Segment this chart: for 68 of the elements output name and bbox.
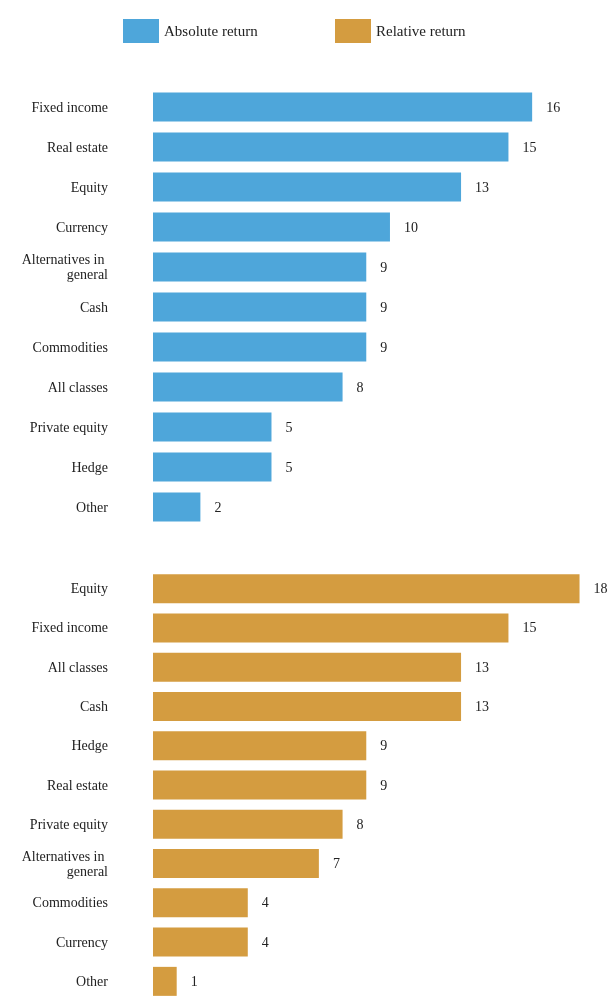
data-label: 1 — [190, 973, 198, 989]
data-label: 4 — [261, 895, 269, 911]
bar — [153, 492, 201, 522]
data-label: 5 — [285, 419, 293, 435]
data-label: 9 — [380, 299, 388, 315]
bar — [153, 927, 248, 957]
y-tick-label: Fixed income — [31, 620, 108, 636]
y-tick-label: Private equity — [29, 816, 108, 832]
bar — [153, 92, 533, 122]
y-tick-label: Other — [76, 499, 109, 515]
bar — [153, 132, 509, 162]
y-tick-label: Equity — [70, 581, 108, 597]
bar — [153, 652, 462, 682]
y-tick-label: Real estate — [46, 777, 108, 793]
data-label: 9 — [380, 777, 388, 793]
data-label: 7 — [332, 856, 340, 872]
bar — [153, 212, 390, 242]
y-tick-label: Currency — [55, 219, 108, 235]
y-tick-label: Private equity — [29, 419, 108, 435]
y-tick-label: Commodities — [32, 339, 108, 355]
y-tick-label: Cash — [80, 299, 108, 315]
bar — [153, 849, 319, 879]
bar — [153, 966, 177, 996]
y-tick-label: All classes — [47, 659, 108, 675]
legend-label: Absolute return — [164, 23, 259, 39]
bar — [153, 770, 367, 800]
legend-label: Relative return — [376, 23, 467, 39]
data-label: 9 — [380, 738, 388, 754]
data-label: 13 — [475, 659, 490, 675]
data-label: 15 — [522, 620, 537, 636]
y-tick-label: Hedge — [71, 738, 108, 754]
data-label: 13 — [475, 698, 490, 714]
y-tick-label: Currency — [55, 934, 108, 950]
bar — [153, 372, 343, 402]
data-label: 15 — [522, 139, 537, 155]
bar — [153, 412, 272, 442]
bar — [153, 332, 367, 362]
bar — [153, 252, 367, 282]
y-tick-label: Commodities — [32, 895, 108, 911]
bar — [153, 452, 272, 482]
data-label: 18 — [593, 581, 608, 597]
y-tick-label: Fixed income — [31, 99, 108, 115]
data-label: 9 — [380, 259, 388, 275]
bar — [153, 809, 343, 839]
bar — [153, 731, 367, 761]
y-tick-label: All classes — [47, 379, 108, 395]
bar — [153, 888, 248, 918]
bar — [153, 292, 367, 322]
y-tick-label: Hedge — [71, 459, 108, 475]
data-label: 8 — [356, 816, 364, 832]
data-label: 8 — [356, 379, 364, 395]
data-label: 2 — [214, 499, 222, 515]
y-tick-label: Real estate — [46, 139, 108, 155]
data-label: 13 — [475, 179, 490, 195]
bar — [153, 691, 462, 721]
y-tick-label: Alternatives in general — [21, 252, 109, 282]
data-label: 4 — [261, 934, 269, 950]
y-tick-label: Alternatives in general — [21, 848, 109, 879]
data-label: 5 — [285, 459, 293, 475]
bar — [153, 172, 462, 202]
bar — [153, 574, 580, 604]
data-label: 10 — [403, 219, 418, 235]
bar — [153, 613, 509, 643]
y-tick-label: Cash — [80, 698, 108, 714]
y-tick-label: Other — [76, 973, 109, 989]
data-label: 9 — [380, 339, 388, 355]
data-label: 16 — [546, 99, 561, 115]
y-tick-label: Equity — [70, 179, 108, 195]
